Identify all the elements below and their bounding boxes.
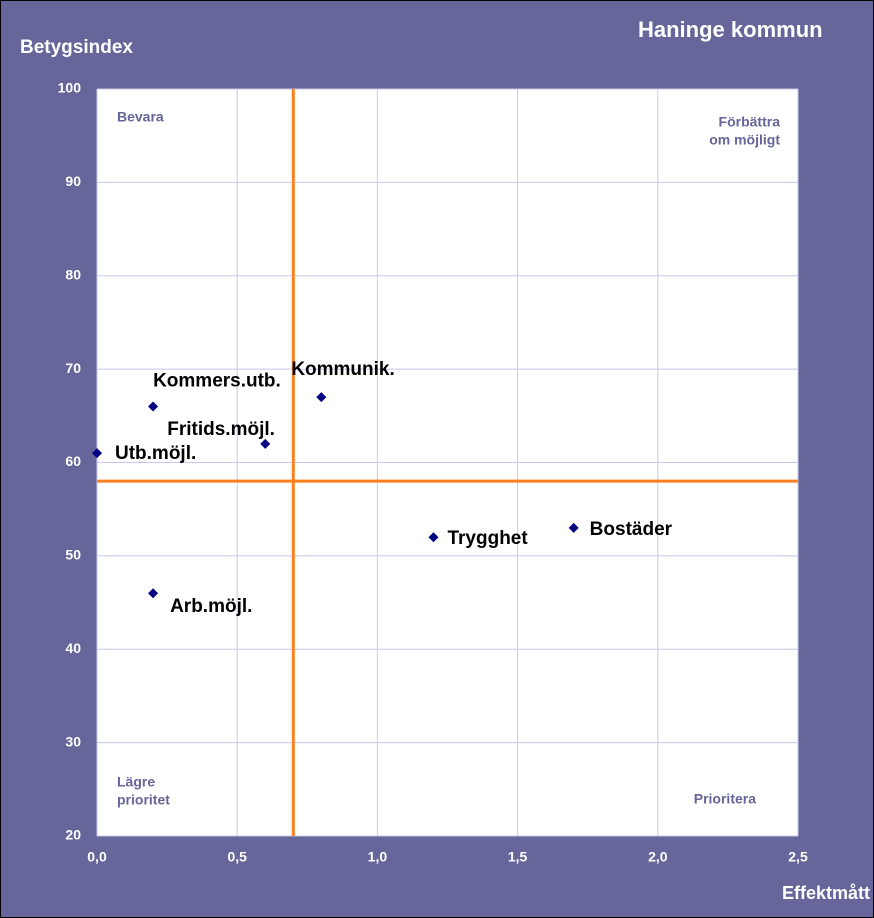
quadrant-label: Lägre bbox=[117, 774, 155, 790]
point-label: Fritids.möjl. bbox=[167, 419, 275, 440]
point bbox=[428, 532, 439, 543]
y-tick-label: 100 bbox=[58, 80, 82, 96]
quadrant-label: om möjligt bbox=[709, 132, 780, 148]
x-tick-label: 1,0 bbox=[368, 849, 388, 865]
y-tick-label: 60 bbox=[65, 453, 81, 469]
x-tick-label: 1,5 bbox=[508, 849, 528, 865]
point-label: Utb.möjl. bbox=[115, 443, 196, 464]
point bbox=[568, 522, 579, 533]
x-axis-label: Effektmått bbox=[782, 883, 870, 903]
quadrant-label: Prioritera bbox=[694, 791, 756, 807]
y-tick-label: 50 bbox=[65, 547, 81, 563]
point bbox=[316, 392, 327, 403]
x-tick-label: 2,0 bbox=[648, 849, 668, 865]
y-tick-label: 80 bbox=[65, 266, 81, 282]
x-tick-label: 2,5 bbox=[788, 849, 808, 865]
y-tick-label: 70 bbox=[65, 360, 81, 376]
point-label: Bostäder bbox=[590, 519, 673, 540]
quadrant-label: Bevara bbox=[117, 109, 164, 125]
y-tick-label: 20 bbox=[65, 827, 81, 843]
point bbox=[148, 588, 159, 599]
x-tick-label: 0,0 bbox=[87, 849, 107, 865]
y-tick-label: 30 bbox=[65, 733, 81, 749]
point bbox=[92, 448, 102, 459]
point-label: Kommunik. bbox=[291, 359, 394, 380]
y-tick-label: 90 bbox=[65, 173, 81, 189]
quadrant-label: prioritet bbox=[117, 792, 170, 808]
y-axis-label: Betygsindex bbox=[20, 37, 133, 58]
chart-title: Haninge kommun bbox=[638, 17, 823, 42]
point-label: Arb.möjl. bbox=[170, 596, 252, 617]
x-tick-label: 0,5 bbox=[227, 849, 247, 865]
y-tick-label: 40 bbox=[65, 640, 81, 656]
point-label: Kommers.utb. bbox=[153, 370, 281, 391]
point bbox=[148, 401, 159, 412]
point bbox=[260, 438, 271, 449]
point-label: Trygghet bbox=[447, 528, 528, 549]
quadrant-label: Förbättra bbox=[719, 114, 781, 130]
